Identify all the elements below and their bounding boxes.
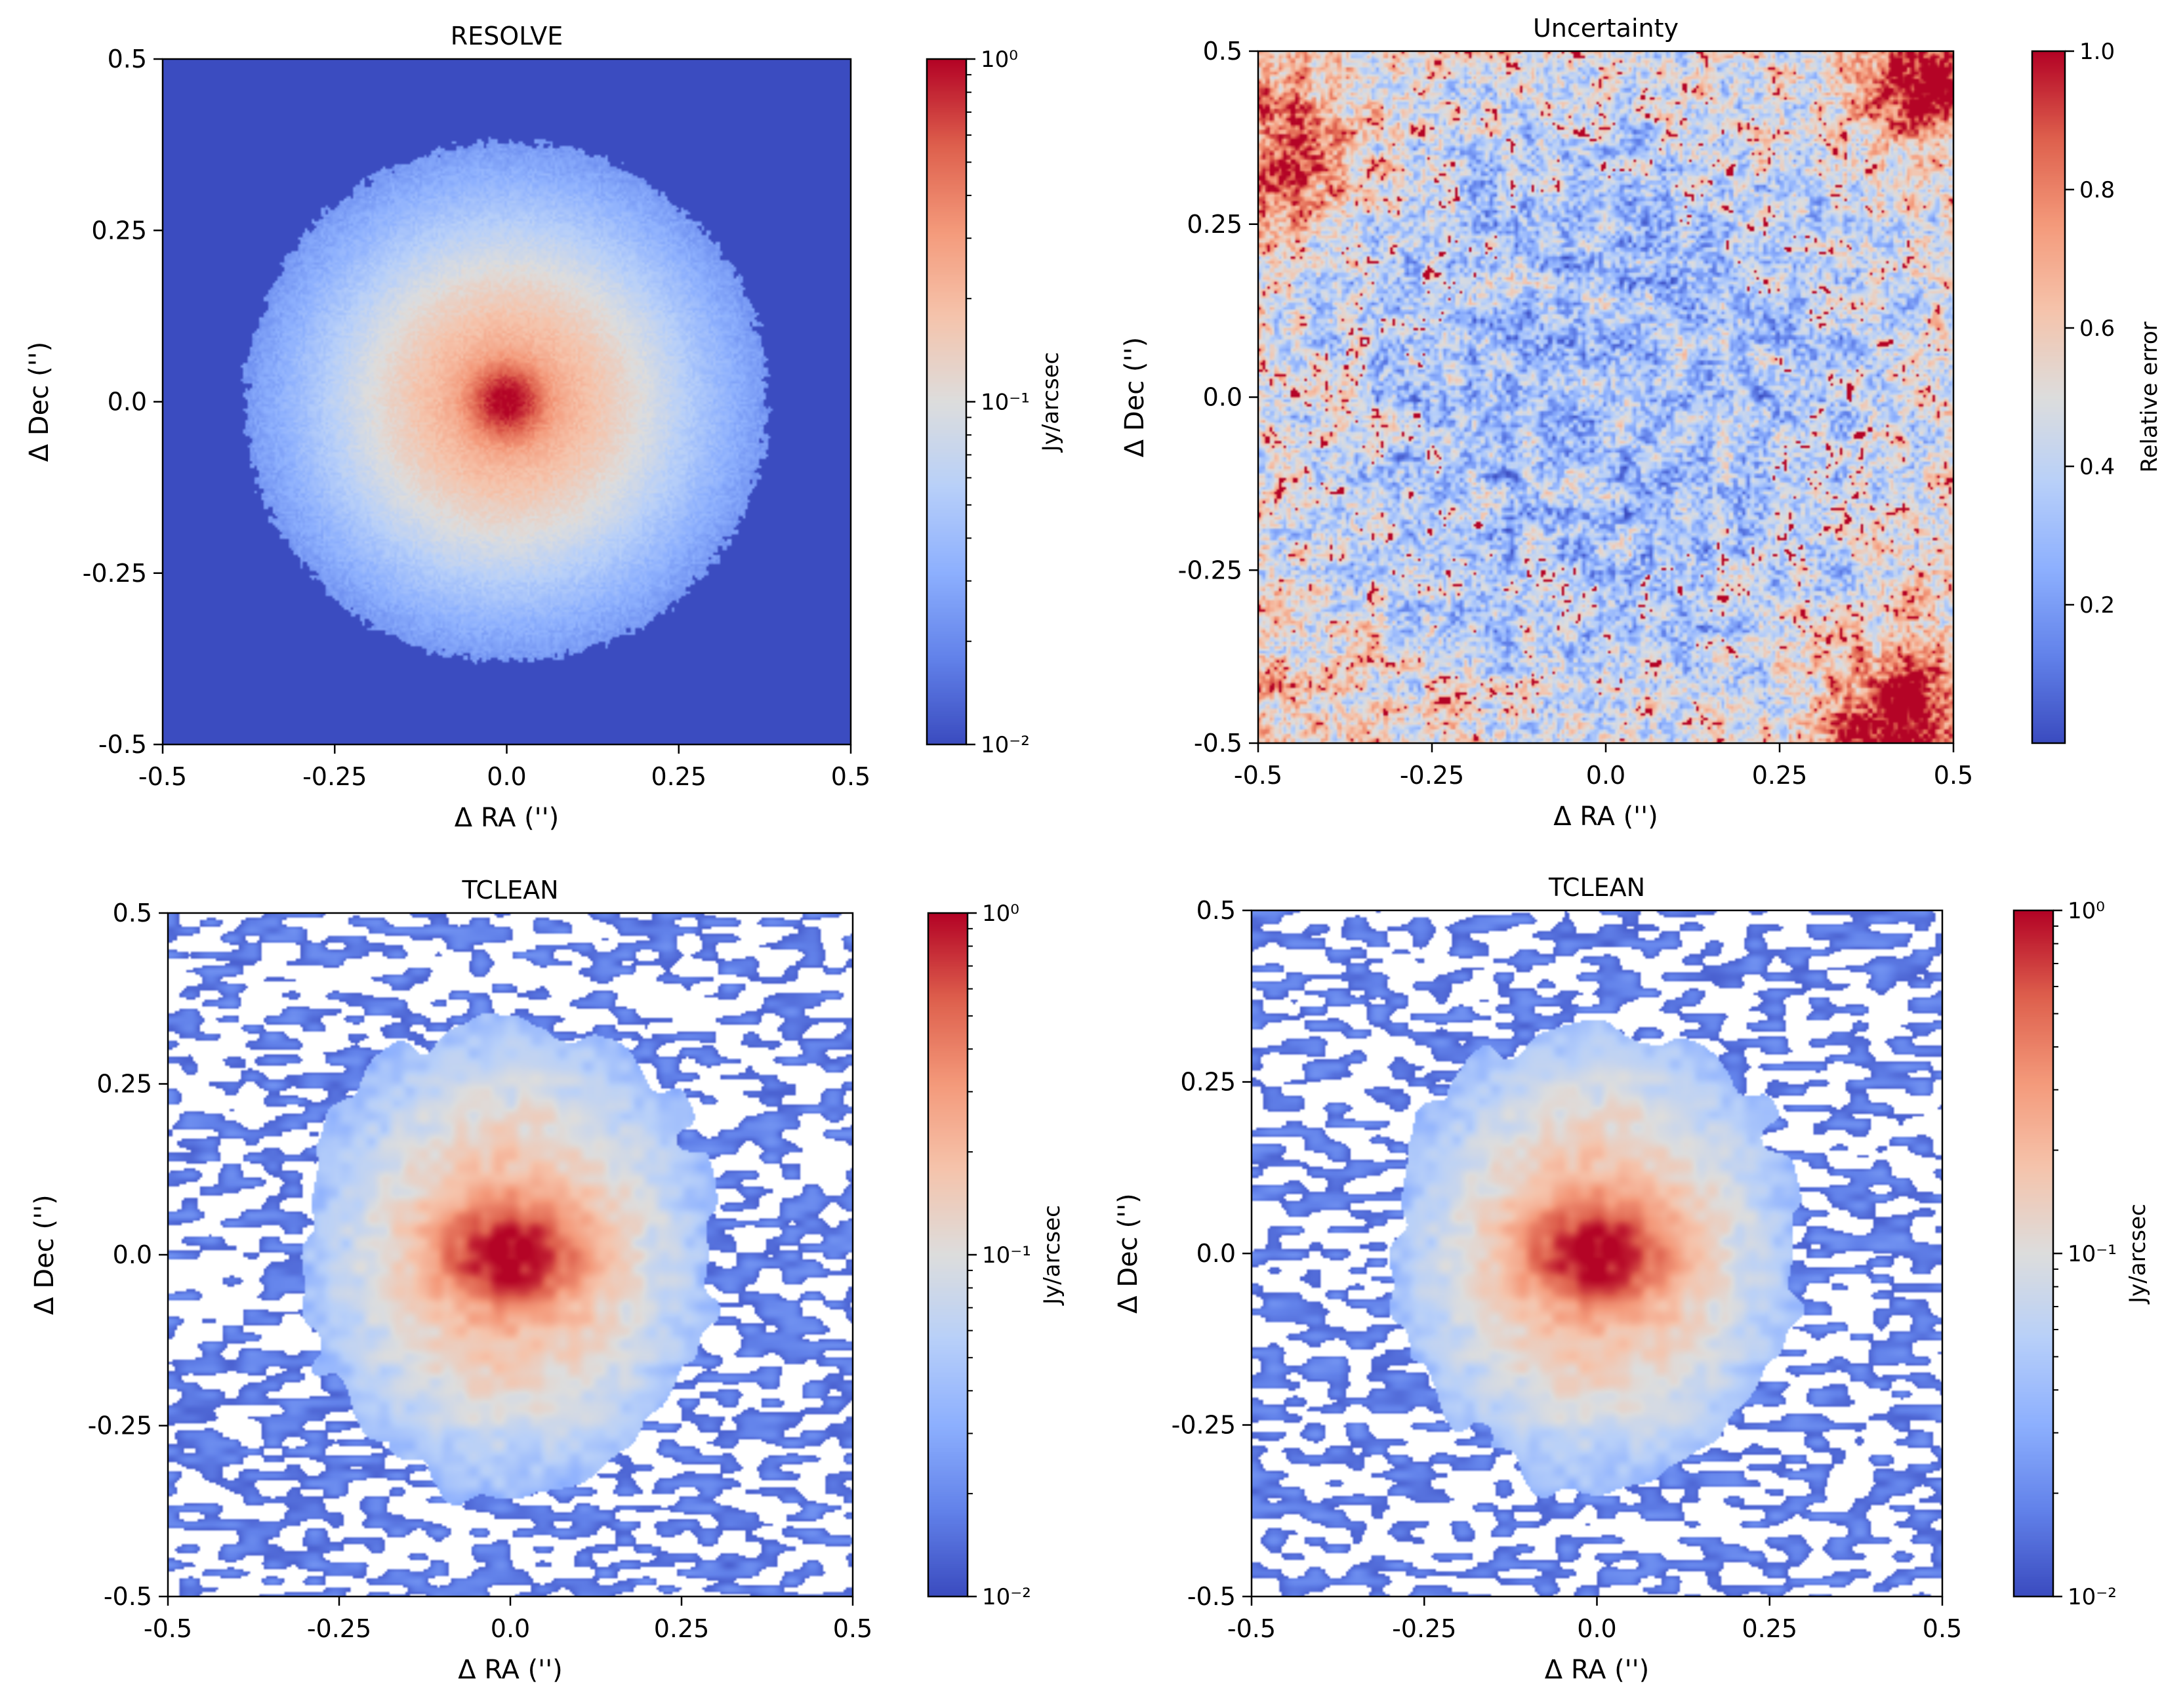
x-tick-label: 0.0 xyxy=(487,762,526,791)
x-tick-label: 0.0 xyxy=(491,1614,530,1643)
y-axis-label: Δ Dec ('') xyxy=(30,1194,60,1314)
y-tick-label: -0.25 xyxy=(88,1412,152,1440)
y-tick-label: 0.0 xyxy=(1196,1239,1236,1268)
colorbar xyxy=(928,913,968,1596)
heatmap-image xyxy=(1258,51,1953,743)
x-tick-label: -0.25 xyxy=(302,762,367,791)
colorbar-label: Jy/arcsec xyxy=(1038,352,1064,453)
y-tick-label: -0.25 xyxy=(1178,556,1242,584)
y-tick-label: -0.5 xyxy=(1194,729,1242,758)
colorbar-tick-label: 1.0 xyxy=(2079,39,2115,65)
y-tick-label: 0.25 xyxy=(1180,1068,1236,1097)
x-tick-label: 0.5 xyxy=(833,1614,872,1643)
x-tick-label: 0.25 xyxy=(1752,761,1808,790)
colorbar-tick-label: 10⁻¹ xyxy=(2068,1241,2117,1267)
x-tick-label: 0.0 xyxy=(1586,761,1625,790)
colorbar-tick-label: 10⁰ xyxy=(982,901,1019,927)
colorbar-label: Relative error xyxy=(2136,321,2163,472)
x-tick-label: 0.5 xyxy=(831,762,870,791)
colorbar xyxy=(2014,910,2053,1596)
y-tick-label: 0.5 xyxy=(1196,896,1236,925)
chart-tclean-1: TCLEAN -0.5 -0.25 0.0 0.25 0.5 0.5 0.25 0.0 -0.25… xyxy=(30,876,1065,1685)
chart-title: RESOLVE xyxy=(451,22,563,51)
x-axis-label: Δ RA ('') xyxy=(455,803,560,833)
colorbar-tick-label: 0.2 xyxy=(2079,592,2115,619)
colorbar-tick-label: 10⁻² xyxy=(2068,1584,2117,1610)
colorbar-tick-label: 10⁰ xyxy=(981,47,1018,73)
x-axis-label: Δ RA ('') xyxy=(1553,802,1658,832)
y-tick-label: 0.25 xyxy=(1187,210,1242,239)
x-tick-label: -0.5 xyxy=(144,1614,192,1643)
y-tick-label: -0.25 xyxy=(1172,1411,1236,1440)
heatmap-image xyxy=(163,59,851,744)
colorbar-tick-label: 0.8 xyxy=(2079,177,2115,203)
chart-title: Uncertainty xyxy=(1533,14,1679,43)
heatmap-image xyxy=(1252,910,1942,1596)
y-tick-label: 0.0 xyxy=(113,1240,152,1269)
y-tick-label: 0.25 xyxy=(91,216,147,245)
x-axis-label: Δ RA ('') xyxy=(458,1655,563,1685)
chart-title: TCLEAN xyxy=(1548,873,1645,902)
y-tick-label: -0.5 xyxy=(104,1582,152,1611)
colorbar-label: Jy/arcsec xyxy=(1039,1205,1065,1306)
panel-resolve: RESOLVE -0.5 -0.25 0.0 0.25 0.5 0.5 0.25 0.0 -0.2… xyxy=(0,0,1082,853)
y-tick-label: -0.25 xyxy=(83,559,147,588)
colorbar-label: Jy/arcsec xyxy=(2125,1204,2151,1305)
x-tick-label: -0.5 xyxy=(1234,761,1282,790)
x-tick-label: 0.0 xyxy=(1577,1614,1616,1643)
heatmap-image xyxy=(168,913,853,1596)
colorbar-tick-label: 10⁻¹ xyxy=(982,1242,1031,1269)
x-tick-label: -0.25 xyxy=(1400,761,1464,790)
panel-uncertainty: Uncertainty -0.5 -0.25 0.0 0.25 0.5 0.5 0.25 0.0… xyxy=(1082,0,2164,853)
y-axis-label: Δ Dec ('') xyxy=(1113,1193,1143,1313)
y-tick-label: 0.5 xyxy=(108,45,147,73)
x-axis-label: Δ RA ('') xyxy=(1545,1655,1650,1685)
colorbar-tick-label: 0.4 xyxy=(2079,454,2115,480)
x-tick-label: -0.25 xyxy=(307,1614,371,1643)
y-tick-label: 0.25 xyxy=(96,1070,152,1099)
x-tick-label: -0.5 xyxy=(1227,1614,1276,1643)
panel-tclean-left: TCLEAN -0.5 -0.25 0.0 0.25 0.5 0.5 0.25 0.0 -0.25… xyxy=(0,853,1082,1705)
y-tick-label: 0.0 xyxy=(1203,383,1242,412)
y-tick-label: 0.5 xyxy=(1203,37,1242,66)
colorbar-tick-label: 10⁻² xyxy=(981,732,1030,758)
chart-title: TCLEAN xyxy=(461,876,558,905)
colorbar-tick-label: 10⁰ xyxy=(2068,898,2105,924)
chart-resolve: RESOLVE -0.5 -0.25 0.0 0.25 0.5 0.5 0.25 0.0 -0.2… xyxy=(24,22,1064,833)
y-tick-label: 0.0 xyxy=(108,388,147,417)
colorbar xyxy=(927,59,966,744)
colorbar-tick-label: 10⁻² xyxy=(982,1584,1031,1610)
x-tick-label: -0.25 xyxy=(1392,1614,1456,1643)
x-tick-label: 0.5 xyxy=(1934,761,1973,790)
x-tick-label: 0.25 xyxy=(1742,1614,1797,1643)
colorbar-tick-label: 0.6 xyxy=(2079,315,2115,342)
chart-tclean-2: TCLEAN -0.5 -0.25 0.0 0.25 0.5 0.5 0.25 0.0 -0.25… xyxy=(1113,873,2151,1685)
chart-uncertainty: Uncertainty -0.5 -0.25 0.0 0.25 0.5 0.5 0.25 0.0… xyxy=(1120,14,2163,832)
x-tick-label: 0.5 xyxy=(1923,1614,1962,1643)
y-axis-label: Δ Dec ('') xyxy=(24,342,54,462)
y-tick-label: -0.5 xyxy=(98,730,147,759)
colorbar xyxy=(2032,51,2065,743)
y-axis-label: Δ Dec ('') xyxy=(1120,337,1150,457)
x-tick-label: 0.25 xyxy=(654,1614,710,1643)
colorbar-tick-label: 10⁻¹ xyxy=(981,390,1030,416)
y-tick-label: -0.5 xyxy=(1187,1582,1236,1611)
x-tick-label: 0.25 xyxy=(651,762,706,791)
panel-tclean-right: TCLEAN -0.5 -0.25 0.0 0.25 0.5 0.5 0.25 0.0 -0.25… xyxy=(1082,853,2164,1705)
x-tick-label: -0.5 xyxy=(138,762,187,791)
y-tick-label: 0.5 xyxy=(113,899,152,927)
colorbar-frame xyxy=(2031,50,2066,744)
